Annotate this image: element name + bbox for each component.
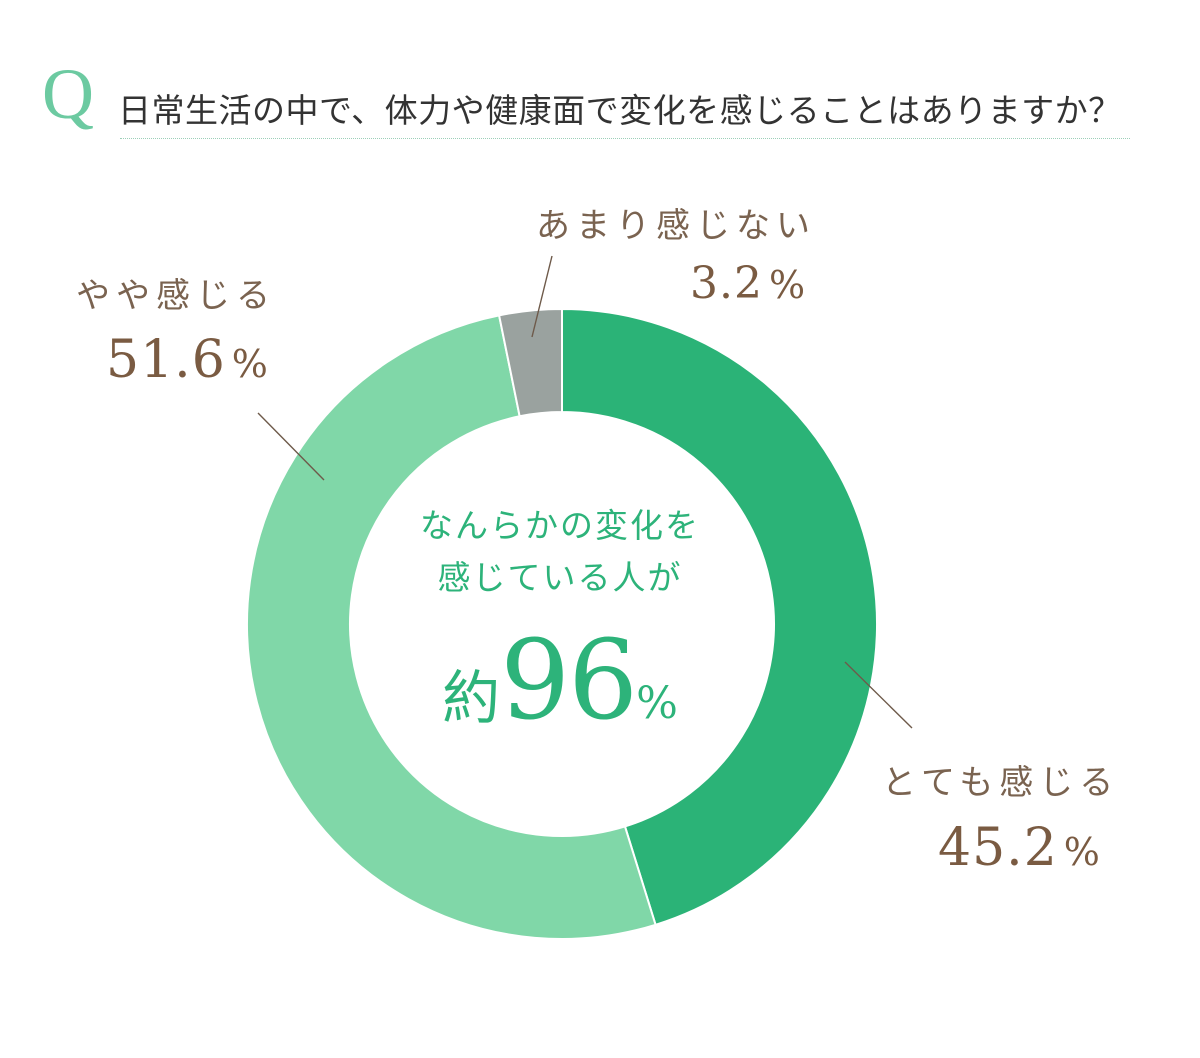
center-unit: % — [636, 678, 678, 729]
label-somewhat-value: 51.6% — [106, 330, 269, 390]
value-somewhat: 51.6 — [106, 330, 226, 390]
label-not-much: あまり感じない — [536, 198, 816, 247]
label-somewhat-name: やや感じる — [76, 276, 276, 316]
label-very-much: とても感じる — [882, 755, 1119, 804]
label-somewhat: やや感じる — [76, 268, 276, 317]
label-very-much-value: 45.2% — [938, 818, 1101, 878]
leader-line-somewhat — [257, 412, 325, 481]
question-text: 日常生活の中で、体力や健康面で変化を感じることはありますか？ — [118, 91, 1122, 130]
slice-somewhat — [246, 314, 657, 940]
center-prefix: 約 — [442, 664, 501, 732]
title-divider — [120, 138, 1130, 139]
pct-somewhat: % — [231, 342, 269, 386]
center-annotation: なんらかの変化を 感じている人が 約96% — [400, 500, 720, 744]
donut-slices — [246, 307, 878, 940]
label-not-much-name: あまり感じない — [536, 206, 816, 246]
question-mark-q: Q — [42, 54, 94, 134]
slice-very-much — [561, 307, 878, 927]
slice-not-much — [497, 307, 563, 418]
center-line-2: 感じている人が — [437, 558, 683, 597]
pct-very-much: % — [1063, 830, 1101, 874]
label-not-much-value: 3.2% — [690, 258, 806, 309]
label-very-much-name: とても感じる — [882, 763, 1120, 803]
leader-line-not-much — [531, 255, 553, 338]
leader-line-very-much — [844, 661, 913, 729]
pct-not-much: % — [768, 263, 807, 307]
value-very-much: 45.2 — [938, 818, 1058, 878]
center-big-figure: 約96% — [400, 616, 720, 744]
value-not-much: 3.2 — [690, 258, 763, 309]
center-number: 96 — [500, 616, 638, 744]
center-line-1: なんらかの変化を — [420, 506, 700, 545]
